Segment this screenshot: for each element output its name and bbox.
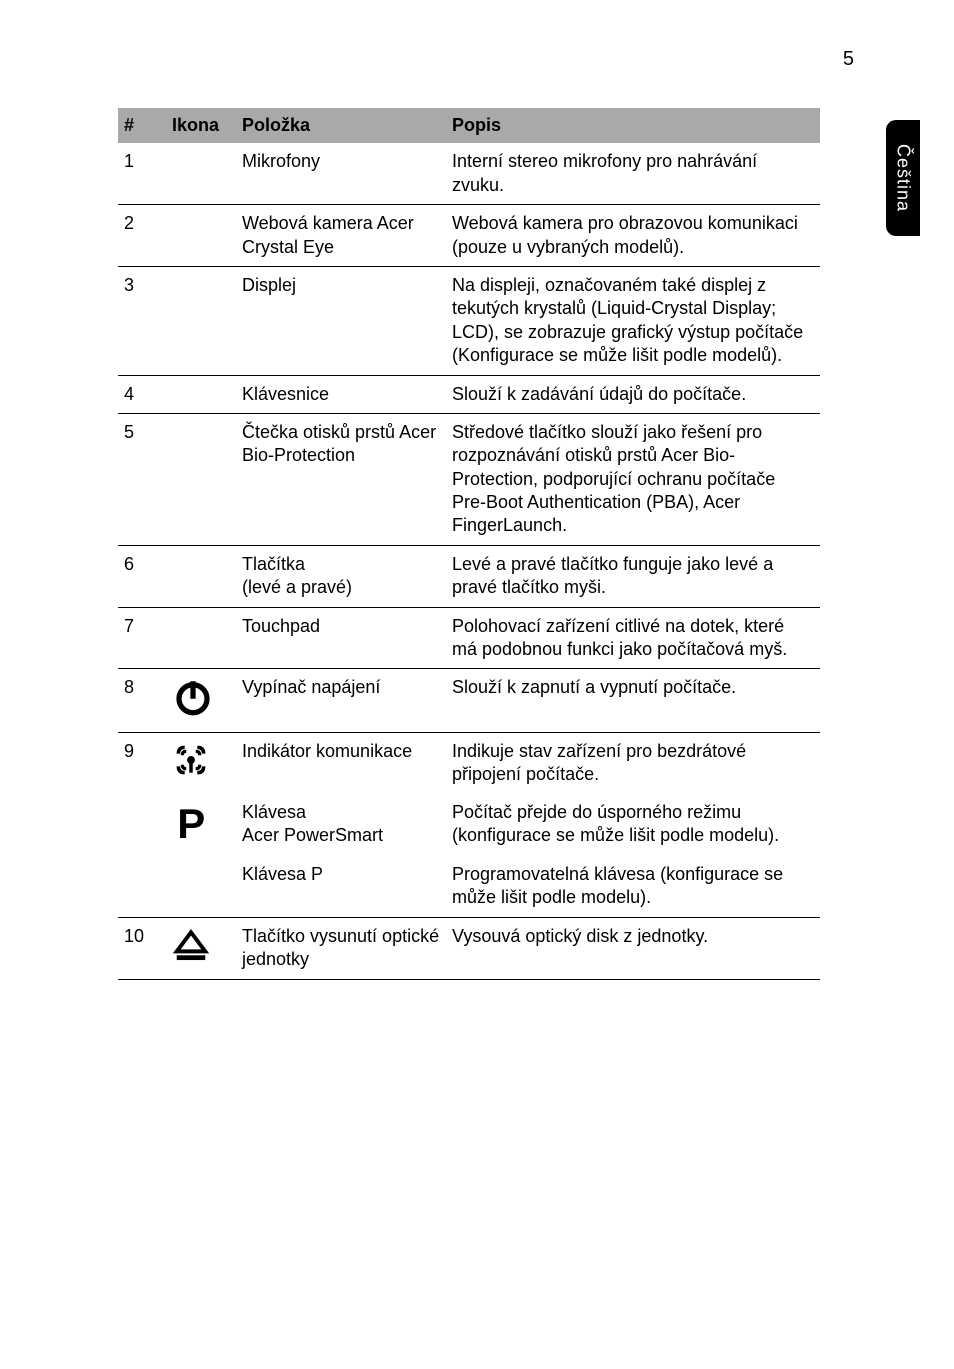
cell-num: 2 xyxy=(118,205,166,267)
cell-num: 3 xyxy=(118,266,166,375)
cell-item: Indikátor komunikace xyxy=(236,732,446,793)
cell-num: 1 xyxy=(118,143,166,204)
cell-desc: Programovatelná klávesa (konfigurace se … xyxy=(446,856,820,917)
cell-num xyxy=(118,856,166,917)
cell-desc: Vysouvá optický disk z jednotky. xyxy=(446,917,820,979)
cell-desc: Počítač přejde do úsporného režimu (konf… xyxy=(446,794,820,856)
cell-icon xyxy=(166,375,236,413)
cell-icon xyxy=(166,413,236,545)
cell-icon xyxy=(166,917,236,979)
cell-icon xyxy=(166,732,236,793)
header-num: # xyxy=(118,108,166,143)
cell-item: Mikrofony xyxy=(236,143,446,204)
table-row: 8 Vypínač napájení Slouží k zapnutí a vy… xyxy=(118,669,820,732)
table-row: P KlávesaAcer PowerSmart Počítač přejde … xyxy=(118,794,820,856)
cell-desc: Webová kamera pro obrazovou komunikaci (… xyxy=(446,205,820,267)
wireless-icon xyxy=(172,741,210,779)
header-item: Položka xyxy=(236,108,446,143)
cell-item: KlávesaAcer PowerSmart xyxy=(236,794,446,856)
cell-icon xyxy=(166,205,236,267)
cell-item: Displej xyxy=(236,266,446,375)
table-row: 10 Tlačítko vysunutí optické jednotky Vy… xyxy=(118,917,820,979)
page-number: 5 xyxy=(843,48,854,71)
cell-desc: Slouží k zapnutí a vypnutí počítače. xyxy=(446,669,820,732)
cell-icon xyxy=(166,266,236,375)
cell-item: Touchpad xyxy=(236,607,446,669)
cell-icon xyxy=(166,607,236,669)
cell-num: 8 xyxy=(118,669,166,732)
cell-desc: Slouží k zadávání údajů do počítače. xyxy=(446,375,820,413)
header-desc: Popis xyxy=(446,108,820,143)
table-row: 2 Webová kamera Acer Crystal Eye Webová … xyxy=(118,205,820,267)
cell-desc: Levé a pravé tlačítko funguje jako levé … xyxy=(446,545,820,607)
cell-item: Klávesa P xyxy=(236,856,446,917)
table-row: 5 Čtečka otisků prstů Acer Bio-Protectio… xyxy=(118,413,820,545)
table-row: Klávesa P Programovatelná klávesa (konfi… xyxy=(118,856,820,917)
header-icon: Ikona xyxy=(166,108,236,143)
cell-desc: Indikuje stav zařízení pro bezdrátové př… xyxy=(446,732,820,793)
cell-num: 7 xyxy=(118,607,166,669)
table-row: 4 Klávesnice Slouží k zadávání údajů do … xyxy=(118,375,820,413)
cell-num: 9 xyxy=(118,732,166,793)
table-header-row: # Ikona Položka Popis xyxy=(118,108,820,143)
power-icon xyxy=(172,676,214,718)
cell-icon xyxy=(166,669,236,732)
cell-item: Tlačítko vysunutí optické jednotky xyxy=(236,917,446,979)
language-tab: Čeština xyxy=(886,120,920,236)
cell-icon xyxy=(166,143,236,204)
cell-item: Vypínač napájení xyxy=(236,669,446,732)
table-row: 7 Touchpad Polohovací zařízení citlivé n… xyxy=(118,607,820,669)
cell-num xyxy=(118,794,166,856)
svg-text:P: P xyxy=(177,801,205,843)
cell-num: 5 xyxy=(118,413,166,545)
cell-desc: Interní stereo mikrofony pro nahrávání z… xyxy=(446,143,820,204)
cell-item: Webová kamera Acer Crystal Eye xyxy=(236,205,446,267)
cell-num: 4 xyxy=(118,375,166,413)
cell-icon xyxy=(166,856,236,917)
main-content: # Ikona Položka Popis 1 Mikrofony Intern… xyxy=(118,108,820,980)
cell-desc: Středové tlačítko slouží jako řešení pro… xyxy=(446,413,820,545)
cell-desc: Na displeji, označovaném také displej z … xyxy=(446,266,820,375)
table-row: 9 Indikátor komunikace Indikuje stav zař… xyxy=(118,732,820,793)
cell-item: Tlačítka(levé a pravé) xyxy=(236,545,446,607)
components-table: # Ikona Položka Popis 1 Mikrofony Intern… xyxy=(118,108,820,980)
p-icon: P xyxy=(172,801,214,843)
cell-icon xyxy=(166,545,236,607)
cell-num: 6 xyxy=(118,545,166,607)
table-row: 3 Displej Na displeji, označovaném také … xyxy=(118,266,820,375)
cell-desc: Polohovací zařízení citlivé na dotek, kt… xyxy=(446,607,820,669)
language-tab-label: Čeština xyxy=(893,144,914,212)
cell-icon: P xyxy=(166,794,236,856)
cell-item: Čtečka otisků prstů Acer Bio-Protection xyxy=(236,413,446,545)
cell-item: Klávesnice xyxy=(236,375,446,413)
table-row: 6 Tlačítka(levé a pravé) Levé a pravé tl… xyxy=(118,545,820,607)
table-row: 1 Mikrofony Interní stereo mikrofony pro… xyxy=(118,143,820,204)
cell-num: 10 xyxy=(118,917,166,979)
eject-icon xyxy=(172,926,210,964)
